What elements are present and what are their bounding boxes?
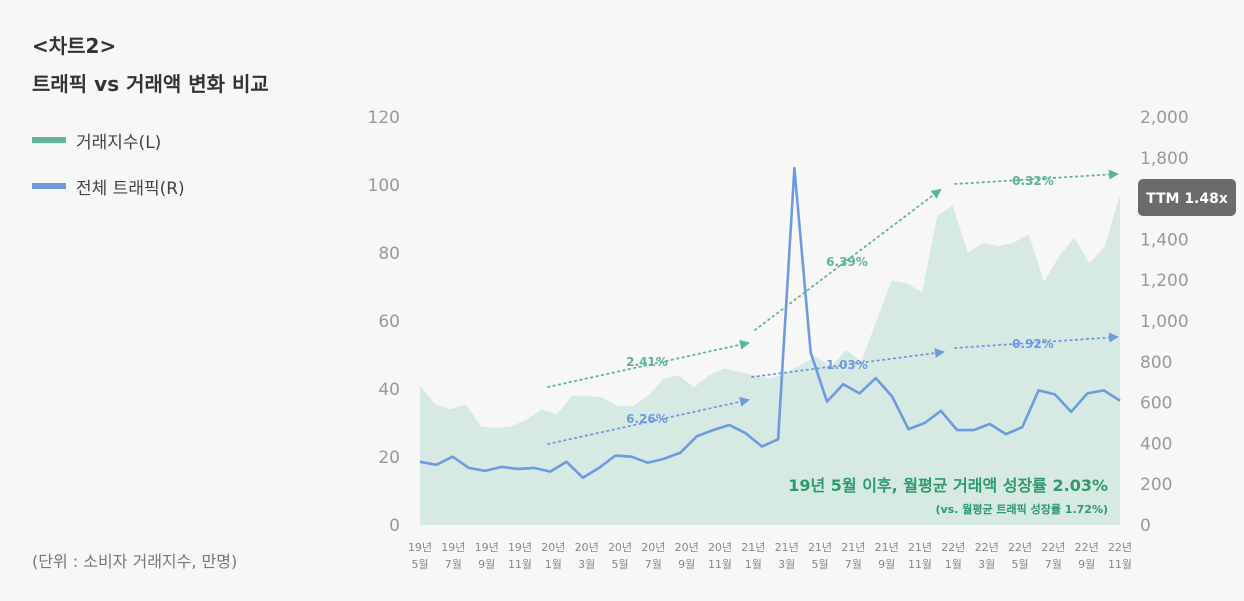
chart-subtitle: <차트2> (32, 34, 117, 58)
x-axis-tick: 22년 3월 (975, 541, 999, 571)
legend: 거래지수(L) 전체 트래픽(R) (32, 128, 185, 220)
left-axis-tick: 80 (378, 244, 400, 264)
right-axis-tick: 1,000 (1140, 312, 1189, 332)
x-axis-tick: 22년 7월 (1041, 541, 1065, 571)
trend-label-traffic-2: 1.03% (826, 358, 868, 372)
right-axis-tick: 0 (1140, 516, 1151, 536)
x-axis-tick: 19년 5월 (408, 541, 432, 571)
x-axis-tick: 22년 1월 (941, 541, 965, 571)
legend-swatch-transaction (32, 137, 66, 143)
x-axis-tick: 21년 11월 (908, 541, 932, 571)
chart-title: 트래픽 vs 거래액 변화 비교 (32, 72, 269, 96)
right-axis-tick: 400 (1140, 434, 1172, 454)
x-axis-tick: 22년 5월 (1008, 541, 1032, 571)
legend-label-traffic: 전체 트래픽(R) (76, 178, 185, 199)
left-axis-tick: 20 (378, 448, 400, 468)
trend-label-traffic-1: 6.26% (626, 412, 668, 426)
trend-arrow-traffic-2 (751, 348, 945, 378)
x-axis-tick: 20년 1월 (541, 541, 565, 571)
right-axis-tick: 800 (1140, 353, 1172, 373)
trend-label-transaction-3: 0.32% (1012, 174, 1054, 188)
right-axis-tick: 200 (1140, 475, 1172, 495)
ttm-badge: TTM 1.48x (1138, 179, 1236, 216)
left-axis-tick: 60 (378, 312, 400, 332)
legend-item-transaction: 거래지수(L) (32, 128, 185, 153)
ttm-badge-label: TTM 1.48x (1146, 191, 1228, 207)
x-axis-tick: 20년 11월 (708, 541, 732, 571)
left-axis-tick: 0 (389, 516, 400, 536)
trend-label-traffic-3: 0.92% (1012, 337, 1054, 351)
right-axis-tick: 1,400 (1140, 230, 1189, 250)
left-axis-tick: 100 (368, 176, 400, 196)
x-axis-tick: 20년 7월 (641, 541, 665, 571)
x-axis-tick: 19년 11월 (508, 541, 532, 571)
right-axis-tick: 2,000 (1140, 108, 1189, 128)
trend-arrow-traffic-3 (954, 332, 1119, 349)
summary-headline: 19년 5월 이후, 월평균 거래액 성장률 2.03% (788, 476, 1108, 495)
x-axis-tick: 20년 9월 (675, 541, 699, 571)
legend-swatch-traffic (32, 183, 66, 189)
right-axis-tick: 1,200 (1140, 271, 1189, 291)
summary-subline: (vs. 월평균 트래픽 성장률 1.72%) (935, 502, 1108, 516)
x-axis-tick: 21년 3월 (775, 541, 799, 571)
x-axis-tick: 20년 5월 (608, 541, 632, 571)
x-axis-tick: 19년 7월 (441, 541, 465, 571)
ttm-badge-bg (1138, 179, 1236, 216)
x-axis-tick: 19년 9월 (475, 541, 499, 571)
trend-label-transaction-1: 2.41% (626, 355, 668, 369)
x-axis-tick: 21년 7월 (841, 541, 865, 571)
left-axis-tick: 120 (368, 108, 400, 128)
trend-label-transaction-2: 6.39% (826, 255, 868, 269)
x-axis-tick: 21년 9월 (875, 541, 899, 571)
right-axis-tick: 600 (1140, 394, 1172, 414)
series-line-total-traffic (419, 166, 1121, 479)
x-axis-tick: 20년 3월 (575, 541, 599, 571)
x-axis-tick: 22년 11월 (1108, 541, 1132, 571)
right-axis-tick: 1,800 (1140, 149, 1189, 169)
unit-note: (단위 : 소비자 거래지수, 만명) (32, 552, 238, 571)
left-axis-tick: 40 (378, 380, 400, 400)
legend-label-transaction: 거래지수(L) (76, 132, 162, 153)
trend-arrow-traffic-1 (547, 396, 750, 445)
x-axis-tick: 21년 1월 (741, 541, 765, 571)
legend-item-traffic: 전체 트래픽(R) (32, 174, 185, 199)
trend-arrow-transaction-2 (754, 188, 942, 331)
trend-arrow-transaction-1 (547, 339, 750, 388)
x-axis-tick: 22년 9월 (1075, 541, 1099, 571)
x-axis-tick: 21년 5월 (808, 541, 832, 571)
trend-arrow-transaction-3 (954, 169, 1119, 185)
series-area-transaction-index (420, 195, 1120, 525)
